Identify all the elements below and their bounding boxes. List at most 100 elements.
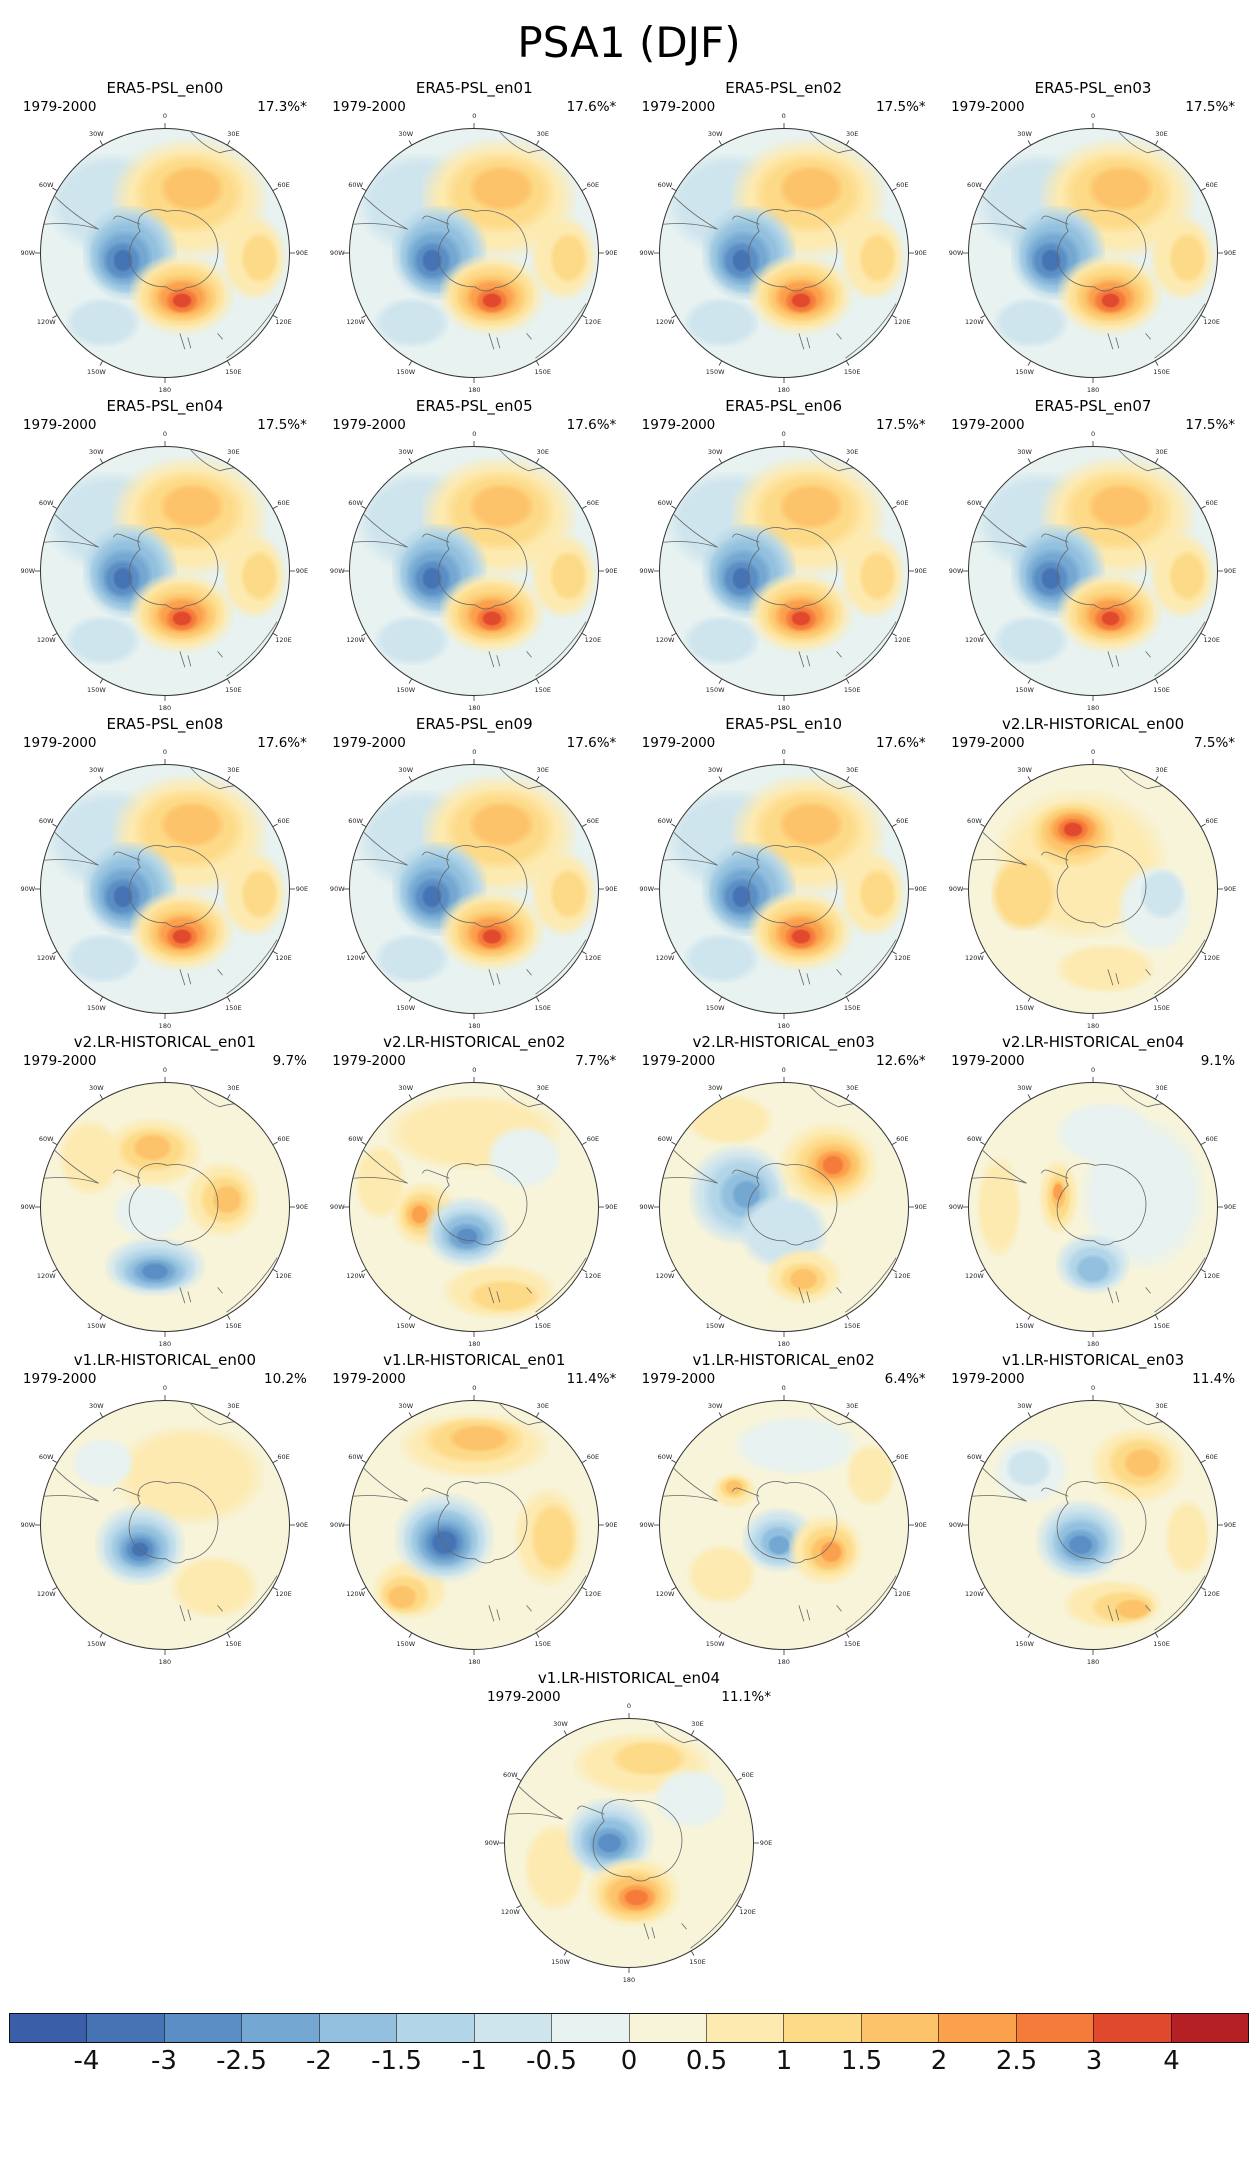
- anomaly-blob: [375, 933, 450, 984]
- anomaly-blob: [486, 1126, 562, 1189]
- longitude-label: 120E: [894, 1589, 911, 1598]
- colorbar-tick-label: 3: [1085, 2046, 1103, 2076]
- anomaly-blob: [112, 249, 133, 272]
- longitude-label: 120E: [894, 953, 911, 962]
- anomaly-blob: [1100, 610, 1121, 626]
- coastline: [662, 767, 897, 995]
- anomaly-blob: [112, 1184, 188, 1240]
- longitude-label: 180: [1086, 1340, 1100, 1348]
- map-panel: ERA5-PSL_en04 1979-2000 17.5%* 0 30E 60E 90E 12…: [12, 397, 317, 712]
- longitude-label: 90W: [948, 1521, 964, 1529]
- colorbar-tick-label: -0.5: [526, 2046, 577, 2076]
- period-label: 1979-2000: [951, 99, 1025, 115]
- anomaly-blob: [449, 1424, 509, 1452]
- colorbar-tick-label: 2: [930, 2046, 948, 2076]
- longitude-label: 120E: [584, 1271, 602, 1280]
- longitude-label: 150W: [1015, 685, 1034, 694]
- coastline: [353, 1085, 587, 1313]
- map-area: 0 30E 60E 90E 120E 150E 180 150W 120W 90W 60W 30W: [21, 1066, 309, 1348]
- colorbar-tick-label: -1: [461, 2046, 487, 2076]
- anomaly-blob: [788, 1267, 819, 1291]
- longitude-label: 120W: [964, 953, 984, 962]
- anomaly-blob: [624, 1888, 649, 1907]
- panel-meta: 1979-2000 11.4%*: [332, 1371, 616, 1387]
- longitude-label: 180: [1086, 386, 1100, 394]
- longitude-label: 60W: [348, 1452, 363, 1461]
- anomaly-blob: [819, 1541, 842, 1564]
- panel-title: ERA5-PSL_en01: [415, 79, 533, 97]
- map-circle: [968, 764, 1219, 1014]
- longitude-label: 120W: [964, 1589, 984, 1598]
- anomaly-blob: [172, 928, 193, 944]
- anomaly-blob: [1055, 1101, 1156, 1164]
- longitude-label: 150W: [551, 1957, 570, 1966]
- anomaly-blob: [430, 1529, 459, 1555]
- longitude-label: 0: [162, 748, 167, 756]
- longitude-label: 180: [777, 1658, 790, 1666]
- variance-percent-label: 6.4%*: [884, 1371, 926, 1387]
- anomaly-blob: [65, 615, 141, 666]
- longitude-label: 30W: [398, 1084, 414, 1093]
- longitude-label: 120E: [1203, 953, 1220, 962]
- panel-row: ERA5-PSL_en08 1979-2000 17.6%* 0 30E 60E 90E 12…: [0, 715, 1258, 1030]
- map-panel: v1.LR-HISTORICAL_en01 1979-2000 11.4%* 0 30E…: [322, 1351, 627, 1666]
- figure-page: { "title": "PSA1 (DJF)", "chart_data": {…: [0, 18, 1258, 2086]
- longitude-label: 150W: [396, 367, 416, 376]
- longitude-label: 90W: [948, 1203, 964, 1211]
- map-area: 0 30E 60E 90E 120E 150E 180 150W 120W 90W 60W 30W: [639, 1066, 927, 1348]
- longitude-label: 30W: [1017, 1402, 1032, 1411]
- anomaly-blob: [1075, 1255, 1111, 1283]
- longitude-label: 90E: [605, 1521, 618, 1529]
- map-panel: ERA5-PSL_en00 1979-2000 17.3%* 0 30E 60E 90E 12…: [12, 79, 317, 394]
- longitude-label: 120W: [655, 1589, 675, 1598]
- longitude-label: 0: [162, 1384, 167, 1392]
- longitude-label: 120W: [36, 953, 56, 962]
- anomaly-blob: [1168, 551, 1206, 601]
- map-panel: v2.LR-HISTORICAL_en04 1979-2000 9.1% 0 30E 60…: [941, 1033, 1246, 1348]
- longitude-label: 60W: [502, 1770, 518, 1779]
- coastline: [662, 131, 897, 359]
- longitude-label: 90W: [639, 1203, 655, 1211]
- longitude-label: 60E: [896, 180, 909, 189]
- longitude-label: 0: [626, 1702, 632, 1710]
- longitude-label: 150W: [1015, 1321, 1034, 1330]
- map-area: 0 30E 60E 90E 120E 150E 180 150W 120W 90W 60W 30W: [639, 430, 927, 712]
- panel-title: v1.LR-HISTORICAL_en02: [692, 1351, 875, 1369]
- map-area: 0 30E 60E 90E 120E 150E 180 150W 120W 90W 60W 30W: [330, 112, 618, 394]
- longitude-label: 150E: [1153, 1639, 1170, 1648]
- longitude-label: 30E: [845, 766, 859, 775]
- longitude-label: 0: [472, 748, 477, 756]
- variance-percent-label: 17.5%*: [257, 417, 307, 433]
- anomaly-blob: [685, 1095, 773, 1145]
- longitude-label: 60E: [586, 1134, 600, 1143]
- longitude-label: 30E: [536, 1084, 549, 1093]
- longitude-label: 120W: [36, 317, 56, 326]
- map-circle: [349, 128, 600, 378]
- longitude-label: 150W: [396, 685, 416, 694]
- anomaly-blob: [240, 869, 278, 919]
- panel-title: ERA5-PSL_en02: [725, 79, 843, 97]
- longitude-label: 0: [162, 1066, 167, 1074]
- period-label: 1979-2000: [641, 1053, 716, 1069]
- panel-title: v2.LR-HISTORICAL_en04: [1001, 1033, 1185, 1051]
- panel-row: v1.LR-HISTORICAL_en00 1979-2000 10.2% 0 30E 6…: [0, 1351, 1258, 1666]
- anomaly-blob: [65, 933, 141, 984]
- map-panel: ERA5-PSL_en07 1979-2000 17.5%* 0 30E 60E 90E 12…: [941, 397, 1246, 712]
- map-circle: [39, 1400, 290, 1650]
- map-circle: [39, 446, 290, 696]
- anomaly-blob: [240, 233, 278, 283]
- anomaly-blob: [172, 610, 193, 626]
- longitude-label: 120E: [275, 1589, 292, 1598]
- longitude-label: 0: [162, 112, 167, 120]
- longitude-label: 60W: [38, 1134, 54, 1143]
- longitude-label: 90E: [914, 885, 927, 893]
- longitude-label: 30E: [227, 1084, 240, 1093]
- longitude-label: 150E: [843, 685, 861, 694]
- anomaly-blob: [734, 1415, 859, 1476]
- anomaly-blob: [859, 233, 897, 283]
- longitude-label: 90W: [639, 249, 655, 257]
- longitude-label: 150W: [86, 1321, 106, 1330]
- longitude-label: 120E: [1203, 1589, 1220, 1598]
- anomaly-blob: [387, 1584, 418, 1610]
- panel-meta: 1979-2000 17.3%*: [23, 99, 307, 115]
